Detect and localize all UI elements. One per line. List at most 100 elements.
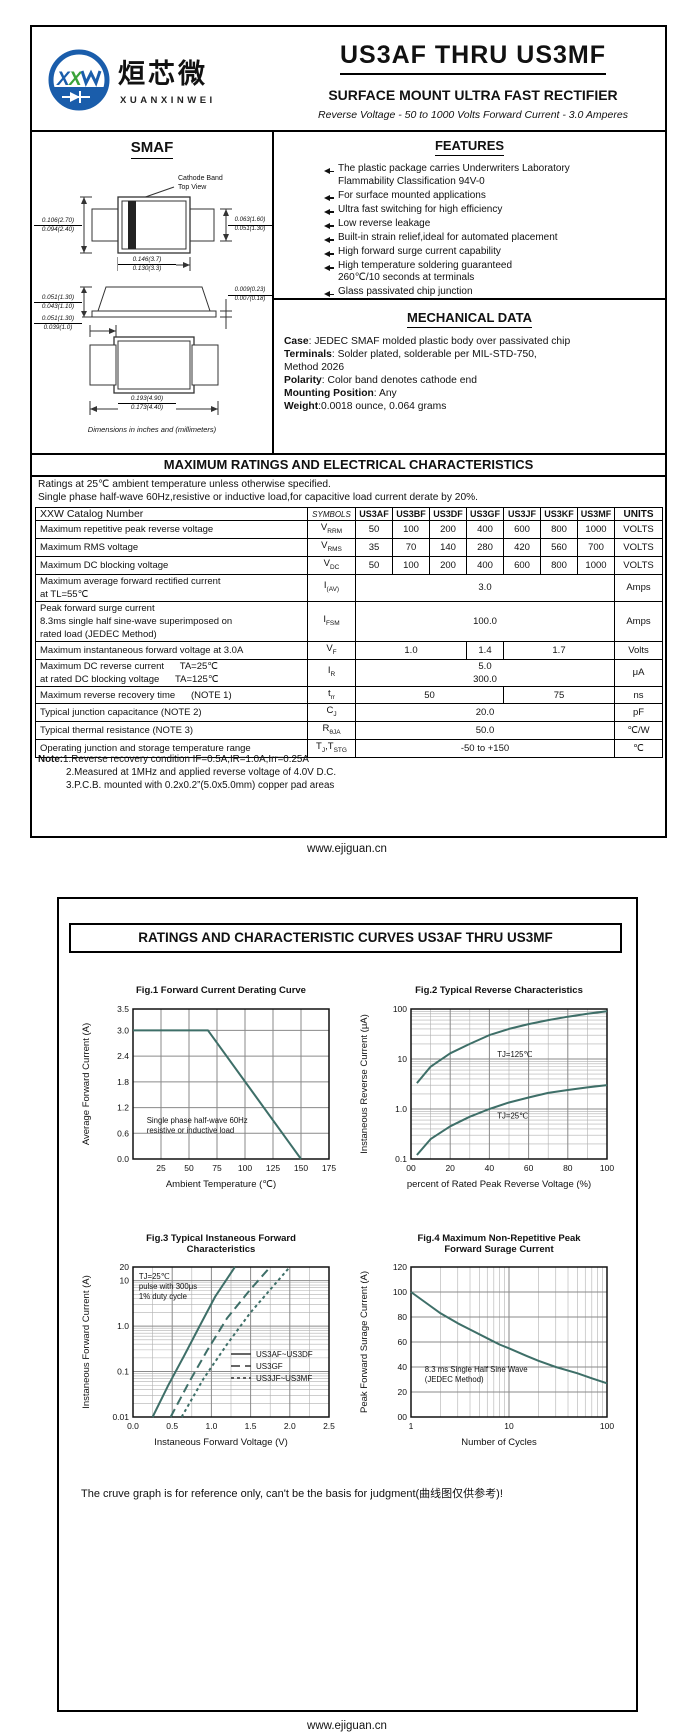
mech-line: Method 2026 [284, 362, 345, 373]
arrow-bullet-icon [324, 207, 338, 220]
svg-text:Fig.3 Typical Instaneous Forw: Fig.3 Typical Instaneous Forward [146, 1233, 296, 1244]
svg-text:150: 150 [294, 1163, 308, 1173]
svg-text:00: 00 [398, 1412, 408, 1422]
svg-text:100: 100 [393, 1004, 407, 1014]
fig1-chart: Fig.1 Forward Current Derating Curve 25 50… [81, 985, 336, 1190]
svg-text:0.0: 0.0 [117, 1154, 129, 1164]
svg-text:50: 50 [184, 1163, 194, 1173]
brand-logo: X X 烜芯微 XUANXINWEI [46, 43, 286, 125]
svg-text:20: 20 [398, 1387, 408, 1397]
page1: X X 烜芯微 XUANXINWEI US3AF THRU US3MF SURF… [30, 25, 667, 838]
footer-url-1: www.ejiguan.cn [307, 843, 387, 855]
svg-text:Characteristics: Characteristics [187, 1244, 256, 1255]
svg-text:US3AF~US3DF: US3AF~US3DF [256, 1350, 313, 1359]
arrow-bullet-icon [324, 166, 338, 191]
svg-text:Number of Cycles: Number of Cycles [461, 1437, 537, 1448]
svg-text:120: 120 [393, 1262, 407, 1272]
ratings-cond2: Single phase half-wave 60Hz,resistive or… [38, 491, 478, 503]
svg-text:Forward Surage Current: Forward Surage Current [444, 1244, 554, 1255]
svg-text:40: 40 [485, 1163, 495, 1173]
svg-text:10: 10 [120, 1276, 130, 1286]
svg-text:25: 25 [156, 1163, 166, 1173]
doc-tagline: Reverse Voltage - 50 to 1000 Volts Forwa… [318, 109, 628, 121]
svg-text:1.0: 1.0 [117, 1321, 129, 1331]
table-row: Operating junction and storage temperatu… [35, 739, 663, 759]
curves-title-box: RATINGS AND CHARACTERISTIC CURVES US3AF … [69, 923, 622, 953]
svg-text:X: X [56, 69, 71, 90]
mech-title: MECHANICAL DATA [274, 309, 665, 328]
package-drawing [80, 186, 232, 415]
svg-text:175: 175 [322, 1163, 336, 1173]
svg-text:Instaneous Reverse Current (μA: Instaneous Reverse Current (μA) [359, 1014, 370, 1154]
table-row: Typical junction capacitance (NOTE 2) CJ 2… [35, 703, 663, 723]
svg-text:percent of Rated Peak Reverse: percent of Rated Peak Reverse Voltage (%… [407, 1179, 591, 1190]
cathode-band-label: Cathode Band Top View [178, 175, 223, 191]
table-row: Maximum reverse recovery time (NOTE 1) tr… [35, 685, 663, 705]
svg-text:Fig.4 Maximum Non-Repetitive: Fig.4 Maximum Non-Repetitive Peak [417, 1233, 581, 1244]
arrow-bullet-icon [324, 263, 338, 288]
arrow-bullet-icon [324, 193, 338, 206]
arrow-bullet-icon [324, 289, 338, 302]
mech-line: Terminals: Solder plated, solderable per… [284, 349, 537, 360]
svg-text:125: 125 [266, 1163, 280, 1173]
svg-text:X: X [68, 69, 83, 90]
fig3-slot: Fig.3 Typical Instaneous Forward Characte… [77, 1227, 349, 1464]
svg-text:0.01: 0.01 [112, 1412, 129, 1422]
fig4-slot: Fig.4 Maximum Non-Repetitive Peak Forward… [355, 1227, 627, 1464]
fig2-chart: Fig.2 Typical Reverse Characteristics 00 2… [359, 985, 614, 1190]
svg-text:100: 100 [600, 1421, 614, 1431]
fig4-chart: Fig.4 Maximum Non-Repetitive PeakForward… [359, 1233, 614, 1448]
features-title: FEATURES [274, 137, 665, 156]
svg-text:75: 75 [212, 1163, 222, 1173]
brand-cn-name: 烜芯微 [118, 59, 208, 89]
svg-text:Peak Forward Surage Current (A: Peak Forward Surage Current (A) [359, 1271, 370, 1413]
dim-side-height: 0.051(1.30) 0.043(1.10) [34, 294, 82, 311]
dim-body-width: 0.146(3.7) 0.130(3.3) [118, 256, 176, 273]
dim-pad: 0.051(1.30) 0.039(1.0) [34, 315, 82, 332]
dim-body-height: 0.106(2.70) 0.094(2.40) [34, 217, 82, 234]
header-title-block: US3AF THRU US3MF SURFACE MOUNT ULTRA FAS… [287, 41, 659, 121]
brand-en-name: XUANXINWEI [120, 95, 216, 106]
fig1-slot: Fig.1 Forward Current Derating Curve 25 50… [77, 979, 349, 1206]
svg-text:0.1: 0.1 [117, 1367, 129, 1377]
mech-line: Polarity: Color band denotes cathode end [284, 375, 477, 386]
svg-text:1.0: 1.0 [395, 1104, 407, 1114]
dim-total-width: 0.193(4.90) 0.173(4.40) [118, 395, 176, 412]
svg-text:pulse with 300μs: pulse with 300μs [139, 1282, 197, 1291]
svg-text:1.8: 1.8 [117, 1077, 129, 1087]
fig3-chart: Fig.3 Typical Instaneous ForwardCharacte… [81, 1233, 335, 1448]
brand-logo-icon: X X [48, 49, 110, 111]
svg-text:10: 10 [504, 1421, 514, 1431]
svg-text:100: 100 [238, 1163, 252, 1173]
dim-standoff: 0.009(0.23) 0.007(0.18) [228, 287, 272, 304]
svg-text:TJ=125℃: TJ=125℃ [497, 1050, 532, 1059]
svg-text:TJ=25℃: TJ=25℃ [497, 1112, 528, 1121]
features-list: The plastic package carries Underwriters… [324, 163, 659, 300]
svg-text:20: 20 [445, 1163, 455, 1173]
feature-item: Ultra fast switching for high efficiency [324, 204, 659, 217]
svg-text:2.5: 2.5 [323, 1421, 335, 1431]
svg-text:Fig.2 Typical Reverse Charact: Fig.2 Typical Reverse Characteristics [415, 985, 583, 996]
svg-text:100: 100 [393, 1287, 407, 1297]
feature-item: High temperature soldering guaranteed 260… [324, 260, 659, 285]
column-divider [272, 130, 274, 453]
mech-line: Mounting Position: Any [284, 388, 397, 399]
table-row: Peak forward surge current 8.3ms single h… [35, 600, 663, 642]
svg-text:US3JF~US3MF: US3JF~US3MF [256, 1374, 312, 1383]
svg-text:Ambient Temperature (℃): Ambient Temperature (℃) [166, 1179, 276, 1190]
right-col-divider [274, 298, 665, 300]
svg-text:40: 40 [398, 1362, 408, 1372]
table-row: Maximum RMS voltage VRMS 35 70 140 280 420 560 7… [35, 537, 663, 557]
svg-text:Instaneous Forward Current (A): Instaneous Forward Current (A) [81, 1275, 92, 1409]
svg-text:0.0: 0.0 [127, 1421, 139, 1431]
page-title: US3AF THRU US3MF [339, 41, 606, 75]
svg-text:Instaneous Forward Voltage (V): Instaneous Forward Voltage (V) [154, 1437, 288, 1448]
package-name: SMAF [32, 139, 272, 159]
header-divider [32, 130, 665, 132]
feature-item: Low reverse leakage [324, 218, 659, 231]
svg-text:0.5: 0.5 [166, 1421, 178, 1431]
svg-text:(JEDEC Method): (JEDEC Method) [425, 1375, 484, 1384]
svg-text:60: 60 [398, 1337, 408, 1347]
ratings-table: XXW Catalog Number SYMBOLS US3AF US3BF US3DF… [35, 507, 663, 759]
